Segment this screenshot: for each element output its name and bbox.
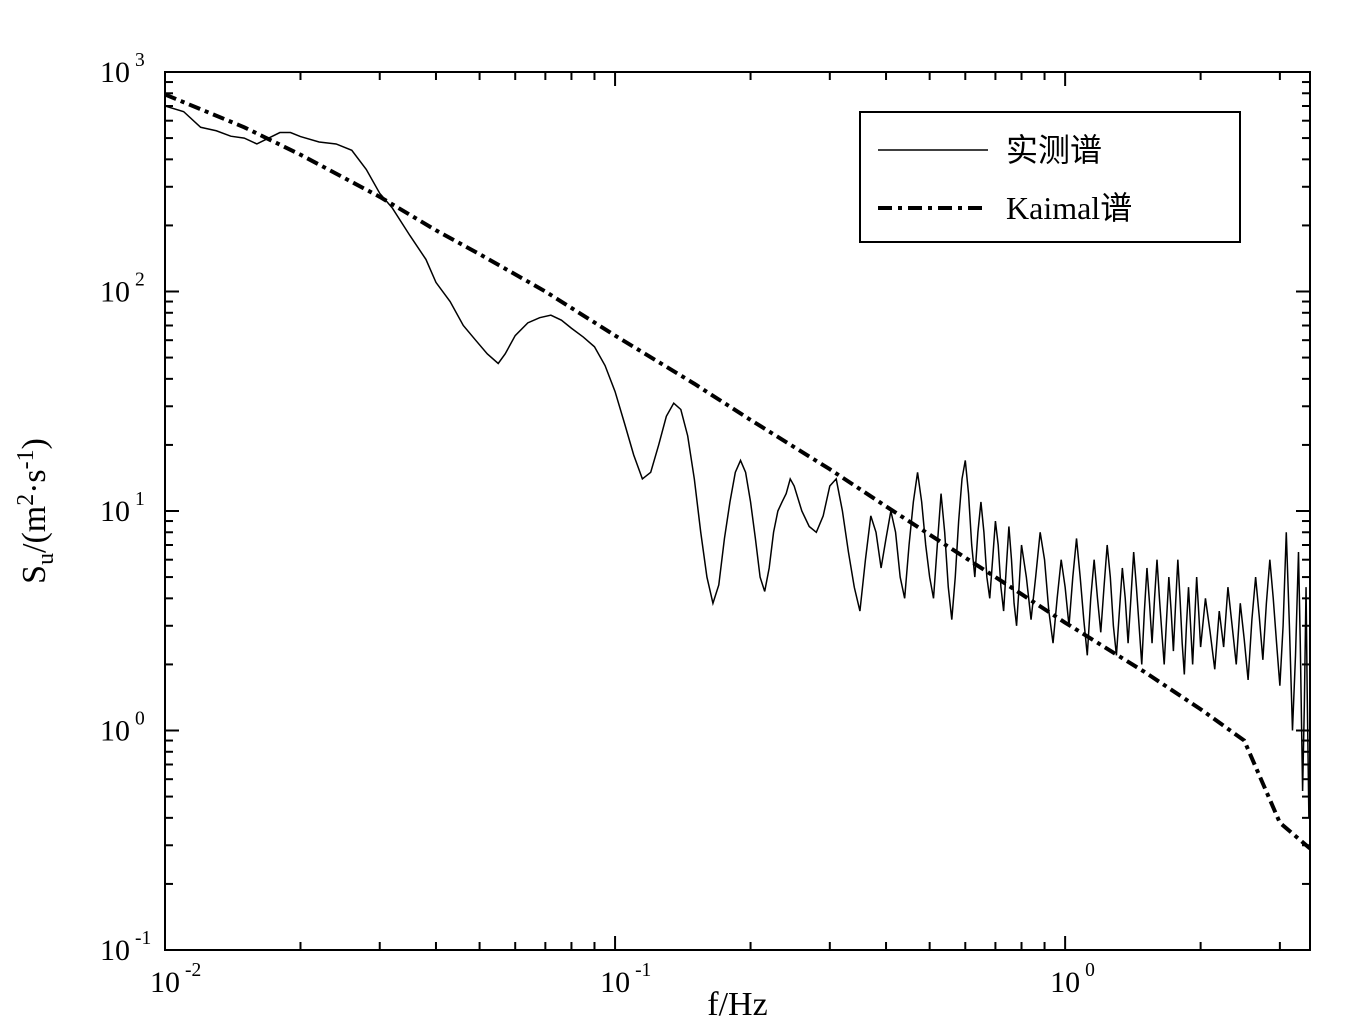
- legend: 实测谱 Kaimal谱: [860, 112, 1240, 242]
- svg-text:-1: -1: [135, 928, 151, 949]
- svg-text:-1: -1: [635, 960, 651, 981]
- svg-text:10: 10: [150, 966, 180, 999]
- svg-text:0: 0: [135, 709, 145, 730]
- svg-text:0: 0: [1085, 960, 1095, 981]
- svg-text:10: 10: [600, 966, 630, 999]
- svg-text:10: 10: [100, 276, 130, 309]
- svg-text:10: 10: [100, 495, 130, 528]
- x-axis-label: f/Hz: [707, 986, 767, 1022]
- svg-text:10: 10: [1050, 966, 1080, 999]
- spectrum-chart: 10-210-1100 10-1100101102103 实测谱Kaimal谱 …: [0, 0, 1357, 1022]
- svg-text:10: 10: [100, 56, 130, 89]
- x-axis-tick-labels: 10-210-1100: [150, 960, 1095, 999]
- legend-label-0: 实测谱: [1006, 132, 1102, 168]
- svg-text:3: 3: [135, 50, 145, 71]
- legend-label-1: Kaimal谱: [1006, 190, 1132, 226]
- svg-text:1: 1: [135, 489, 145, 510]
- y-axis-tick-labels: 10-1100101102103: [100, 50, 151, 967]
- svg-text:2: 2: [135, 270, 145, 291]
- svg-text:-2: -2: [185, 960, 201, 981]
- svg-text:10: 10: [100, 715, 130, 748]
- svg-text:10: 10: [100, 934, 130, 967]
- y-axis-label: Su/(m2·s-1): [13, 438, 59, 584]
